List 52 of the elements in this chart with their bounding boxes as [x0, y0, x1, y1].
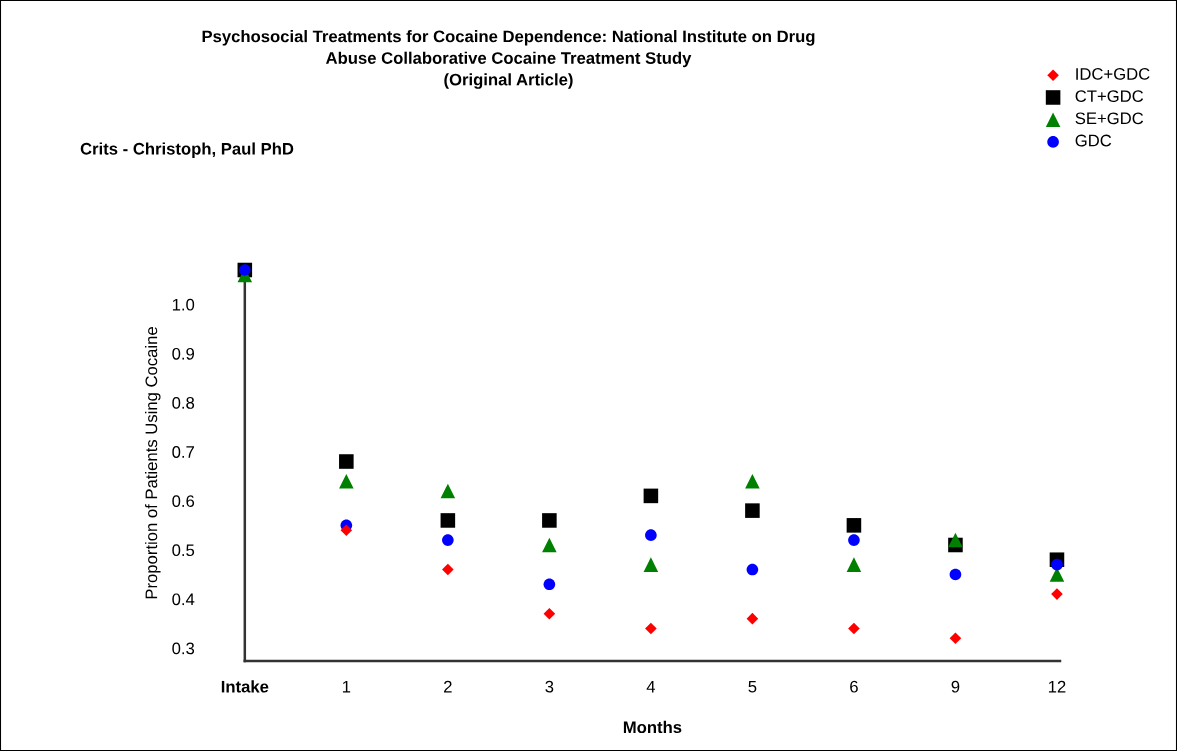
- point: [442, 534, 454, 546]
- point: [543, 607, 556, 620]
- y-tick-label: 0.6: [172, 495, 195, 507]
- chart-title: Psychosocial Treatments for Cocaine Dependence: National Institute on Drug Abuse Collaborative Cocaine Treatment Study (Original Article): [202, 30, 815, 89]
- point: [339, 454, 354, 469]
- x-tick-label: Intake: [221, 680, 269, 693]
- point: [745, 503, 760, 518]
- point: [848, 622, 860, 635]
- y-tick-label: 0.5: [172, 544, 195, 557]
- y-tick-label: 0.7: [172, 446, 194, 458]
- x-tick-label: 5: [748, 680, 757, 693]
- y-tick-label: 1.0: [172, 298, 195, 311]
- x-tick-label: 2: [444, 680, 452, 693]
- x-tick-label: 3: [545, 680, 554, 693]
- legend-label: CT+GDC: [1075, 90, 1144, 103]
- x-axis-title: Months: [623, 720, 682, 734]
- point: [543, 578, 556, 591]
- point: [746, 612, 759, 625]
- point: [1051, 558, 1063, 571]
- y-tick-label: 0.9: [172, 347, 195, 360]
- y-tick-label: 0.4: [172, 593, 195, 606]
- y-tick-label: 0.3: [172, 642, 195, 655]
- point: [440, 513, 456, 528]
- point: [542, 537, 557, 553]
- y-tick-label: 0.8: [172, 396, 195, 409]
- point: [340, 524, 353, 537]
- x-tick-label: 1: [342, 680, 351, 693]
- point: [846, 518, 862, 533]
- point: [645, 529, 657, 541]
- point: [643, 488, 659, 504]
- point: [746, 563, 759, 576]
- point: [542, 513, 557, 528]
- point: [948, 532, 963, 548]
- point: [339, 473, 354, 489]
- y-axis-title: Proportion of Patients Using Cocaine: [145, 327, 161, 599]
- point: [643, 557, 659, 572]
- x-tick-label: 6: [850, 680, 858, 693]
- legend-label: GDC: [1075, 134, 1112, 147]
- point: [949, 632, 962, 645]
- point: [949, 568, 962, 581]
- x-tick-label: 9: [951, 680, 960, 693]
- point: [442, 563, 454, 576]
- chart-subtitle: Crits - Christoph, Paul PhD: [80, 142, 294, 158]
- point: [846, 557, 862, 572]
- x-tick-label: 4: [646, 680, 656, 693]
- legend-label: IDC+GDC: [1076, 68, 1150, 80]
- point: [848, 534, 860, 546]
- point: [440, 483, 456, 499]
- point: [745, 473, 760, 489]
- legend-label: SE+GDC: [1075, 112, 1144, 125]
- point: [645, 622, 657, 635]
- x-tick-label: 12: [1048, 680, 1066, 693]
